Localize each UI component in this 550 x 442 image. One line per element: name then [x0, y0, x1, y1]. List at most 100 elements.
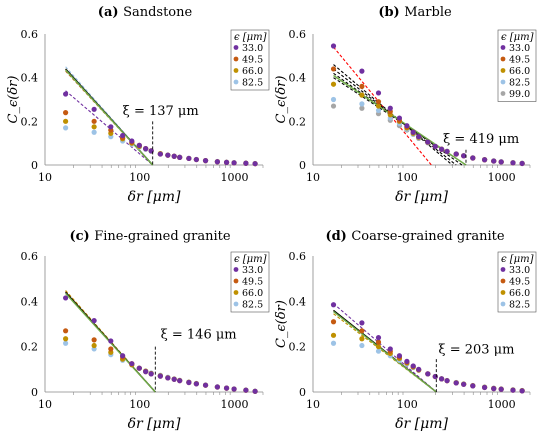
data-point — [359, 320, 365, 326]
x-tick-label: 10 — [306, 171, 320, 184]
chart-panel-1: (a) Sandstone 0 0.2 0.4 0.6 10 100 1000 δr [μm] C… — [6, 5, 270, 205]
legend-marker — [500, 278, 506, 284]
fit-line — [333, 46, 432, 166]
data-point — [416, 134, 422, 140]
data-point — [359, 105, 365, 111]
data-point — [108, 338, 114, 344]
data-point — [223, 385, 230, 391]
legend-entry: 82.5 — [509, 78, 530, 89]
data-point — [165, 152, 171, 158]
legend-title: ϵ [μm] — [234, 254, 267, 265]
data-point — [186, 379, 192, 386]
data-point — [387, 346, 393, 352]
x-tick-label: 10 — [306, 398, 320, 411]
data-point — [438, 376, 445, 382]
chart-panel-4: (d) Coarse-grained granite 0 0.2 0.4 0.6 10 10… — [274, 229, 537, 432]
chart-title: (c) Fine-grained granite — [69, 229, 230, 244]
data-point — [330, 319, 337, 325]
data-point — [202, 158, 209, 164]
data-point — [461, 153, 467, 159]
data-point — [375, 339, 382, 345]
data-point — [129, 138, 135, 144]
legend-marker — [500, 267, 506, 272]
y-tick-label: 0.2 — [21, 341, 39, 354]
x-tick-label: 1000 — [220, 171, 248, 184]
legend-entry: 99.0 — [509, 89, 530, 100]
data-point — [330, 81, 337, 87]
data-point — [425, 139, 431, 145]
legend-entry: 49.5 — [242, 277, 263, 288]
chart-title-text: Coarse-grained granite — [351, 229, 505, 244]
legend-entry: 33.0 — [242, 265, 263, 276]
data-point — [470, 383, 476, 389]
xi-annotation: ξ = 203 μm — [438, 342, 514, 357]
data-point — [91, 124, 97, 130]
data-point — [396, 353, 403, 359]
y-tick-label: 0.4 — [289, 72, 307, 85]
chart-panel-letter: (c) — [69, 229, 94, 244]
x-axis-label: δr [μm] — [128, 416, 181, 432]
data-point — [481, 384, 488, 391]
y-tick-label: 0.6 — [21, 250, 39, 263]
legend-entry: 66.0 — [242, 66, 263, 77]
legend-marker — [500, 68, 506, 73]
data-point — [186, 155, 192, 162]
data-point — [91, 342, 97, 349]
data-point — [148, 371, 154, 377]
data-point — [63, 118, 69, 124]
data-point — [63, 328, 69, 334]
data-point — [63, 295, 69, 301]
chart-panel-3: (c) Fine-grained granite 0 0.2 0.4 0.6 10 100 1… — [21, 229, 270, 432]
data-point — [498, 386, 504, 392]
y-axis-label: C_ϵ(δr) — [274, 76, 289, 124]
legend-marker — [500, 79, 506, 85]
x-tick-label: 100 — [397, 171, 418, 184]
xi-annotation: ξ = 137 μm — [123, 104, 199, 119]
x-axis-label: δr [μm] — [128, 189, 181, 205]
legend-entry: 82.5 — [509, 300, 530, 311]
chart-panel-letter: (b) — [378, 5, 404, 20]
legend-marker — [500, 301, 506, 307]
data-point — [63, 336, 69, 342]
data-point — [510, 387, 516, 393]
data-point — [157, 373, 163, 379]
data-point — [432, 143, 438, 150]
legend-entry: 66.0 — [509, 288, 530, 299]
y-tick-label: 0.6 — [289, 250, 307, 263]
y-tick-label: 0.2 — [289, 341, 307, 354]
data-point — [136, 365, 142, 371]
fit-line — [333, 310, 437, 393]
legend-marker — [233, 278, 239, 284]
data-point — [330, 302, 337, 308]
data-point — [375, 335, 382, 341]
chart-title: (b) Marble — [378, 5, 452, 20]
data-point — [375, 103, 382, 109]
legend-marker — [500, 45, 506, 50]
chart-title: (d) Coarse-grained granite — [325, 229, 504, 244]
chart-title-text: Fine-grained granite — [94, 229, 231, 244]
data-point — [171, 153, 177, 159]
data-point — [91, 318, 97, 324]
data-point — [387, 105, 393, 111]
data-point — [193, 381, 199, 387]
legend-entry: 49.5 — [509, 277, 530, 288]
legend-title: ϵ [μm] — [501, 32, 534, 43]
legend-entry: 49.5 — [242, 55, 263, 66]
data-point — [202, 382, 209, 388]
data-point — [330, 340, 337, 346]
data-point — [157, 151, 163, 157]
x-tick-label: 10 — [38, 171, 52, 184]
data-point — [129, 361, 135, 367]
chart-title: (a) Sandstone — [98, 5, 193, 20]
data-point — [410, 129, 416, 135]
data-point — [136, 142, 142, 148]
data-point — [359, 328, 365, 334]
y-tick-label: 0 — [299, 386, 306, 399]
data-point — [63, 91, 69, 97]
data-point — [453, 380, 459, 386]
data-point — [510, 160, 516, 166]
legend-entry: 33.0 — [242, 43, 263, 54]
data-point — [375, 99, 382, 105]
x-tick-label: 1000 — [220, 398, 248, 411]
data-point — [243, 160, 249, 166]
